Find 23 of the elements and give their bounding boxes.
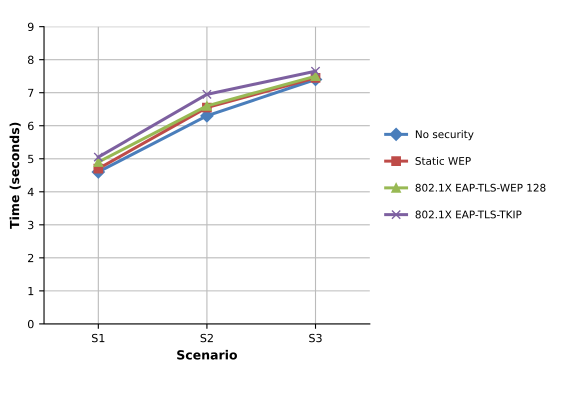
point xyxy=(93,152,104,162)
y-tick-label: 3 xyxy=(28,220,34,230)
y-tick-label: 2 xyxy=(28,254,34,262)
y-tick-label: 4 xyxy=(28,188,34,196)
x-axis-title: Scenario xyxy=(177,350,238,360)
y-tick-label: 1 xyxy=(28,286,34,296)
y-tick-label: 6 xyxy=(28,122,34,130)
legend-label: No security xyxy=(416,130,474,140)
legend-label: 802.1X EAP-TLS-WEP 128 xyxy=(416,184,546,192)
point xyxy=(202,89,212,100)
y-tick-label: 7 xyxy=(28,88,34,97)
y-tick-label: 8 xyxy=(28,56,34,64)
legend-label: 802.1X EAP-TLS-TKIP xyxy=(416,210,522,218)
x-tick-label: S2 xyxy=(200,334,213,342)
legend-label: Static WEP xyxy=(416,156,471,165)
point xyxy=(93,157,104,167)
point xyxy=(310,66,320,76)
y-tick-label: 0 xyxy=(28,320,34,328)
y-tick-label: 5 xyxy=(28,154,34,164)
y-axis-title: Time (seconds) xyxy=(10,122,21,229)
x-tick-label: S1 xyxy=(92,334,104,342)
x-tick-label: S3 xyxy=(309,334,322,342)
y-tick-label: 9 xyxy=(28,22,34,32)
